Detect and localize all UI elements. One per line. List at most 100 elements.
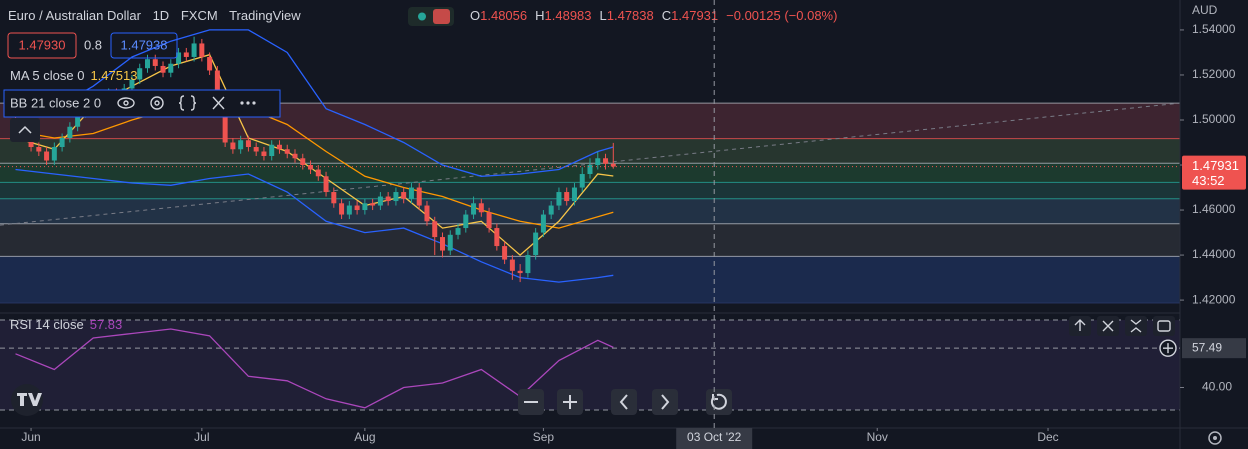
- candle-body: [36, 147, 42, 152]
- x-tick-label: Sep: [533, 430, 555, 444]
- candle-body: [401, 192, 407, 199]
- candle-body: [292, 153, 298, 159]
- candle-body: [509, 259, 515, 271]
- candle-body: [610, 163, 616, 167]
- candle-body: [339, 203, 345, 215]
- add-icon: [1163, 343, 1173, 354]
- status-dot: [418, 12, 426, 21]
- candle-body: [424, 205, 430, 222]
- candle-body: [447, 234, 453, 251]
- more-icon[interactable]: [240, 101, 256, 105]
- settings-icon[interactable]: [1208, 431, 1222, 445]
- candle-body: [346, 205, 352, 215]
- candle-body: [548, 205, 554, 215]
- countdown: 43:52: [1192, 173, 1225, 188]
- y-tick-label: 1.42000: [1192, 292, 1236, 306]
- candle-body: [75, 113, 81, 127]
- y-tick-label: 1.54000: [1192, 22, 1236, 36]
- ohlc-legend: O1.48056 H1.48983 L1.47838 C1.47931 −0.00125…: [470, 8, 837, 23]
- candle-body: [207, 56, 213, 71]
- candle-body: [168, 63, 174, 73]
- zone: [0, 223, 1180, 257]
- ohlc-value: 1.47838: [607, 8, 654, 23]
- ohlc-letter: L: [600, 8, 607, 23]
- candle-body: [595, 158, 601, 166]
- tv-logo: [11, 384, 43, 416]
- candle-body: [269, 144, 275, 157]
- header-legend: Euro / Australian Dollar 1D FXCM Trading…: [8, 8, 301, 23]
- ma-legend: MA 5 close 0 1.47513: [10, 68, 137, 83]
- zoom-controls[interactable]: [518, 389, 732, 415]
- candle-body: [571, 187, 577, 202]
- candle-body: [308, 165, 314, 170]
- candle-body: [152, 59, 158, 66]
- candle-body: [432, 221, 438, 238]
- ohlc-value: 1.48983: [545, 8, 592, 23]
- rsi-name: RSI 14 close: [10, 317, 84, 332]
- crosshair-y-tag: [1182, 338, 1246, 359]
- candle-body: [276, 144, 282, 150]
- y-tick-label: 1.50000: [1192, 112, 1236, 126]
- candle-body: [362, 203, 368, 211]
- candle-body: [377, 196, 383, 206]
- candle-body: [300, 158, 306, 166]
- candle-body: [145, 59, 150, 69]
- platform: TradingView: [229, 8, 301, 23]
- rsi-legend: RSI 14 close 57.83: [10, 317, 122, 332]
- zone: [0, 198, 1180, 224]
- last-price: 1.47931: [1192, 158, 1239, 173]
- candle-body: [408, 187, 414, 199]
- candle-body: [533, 232, 539, 256]
- overlay-line: [15, 29, 614, 177]
- candle-body: [183, 52, 189, 57]
- candle-body: [455, 228, 461, 235]
- bb-name: BB 21 close 2 0: [10, 95, 101, 110]
- last-price-tag: [1182, 155, 1246, 190]
- candle-body: [517, 270, 523, 274]
- candle-body: [137, 68, 143, 80]
- x-tick-label: Jun: [21, 430, 40, 444]
- interval: 1D: [153, 8, 170, 23]
- collapse-icon: [18, 125, 32, 134]
- currency: AUD: [1192, 3, 1218, 17]
- candle-body: [440, 237, 445, 251]
- overlay-line: [15, 168, 614, 283]
- candle-body: [478, 203, 484, 213]
- candle-body: [556, 192, 562, 206]
- candle-body: [587, 165, 593, 175]
- rsi-line: [15, 328, 614, 409]
- sell-button[interactable]: [7, 32, 77, 59]
- candle-body: [176, 52, 182, 64]
- collapse-button[interactable]: [10, 118, 40, 142]
- y-tick-label: 40.00: [1202, 380, 1232, 394]
- buy-button[interactable]: [110, 32, 178, 59]
- candle-body: [540, 214, 546, 233]
- candle-body: [253, 147, 259, 152]
- buy-price: 1.47938: [121, 37, 168, 52]
- y-tick-label: 1.46000: [1192, 202, 1236, 216]
- bb-legend-box[interactable]: [3, 89, 281, 118]
- candle-body: [59, 138, 65, 148]
- legend-icons[interactable]: [117, 95, 225, 111]
- x-tick-label: Jul: [194, 430, 209, 444]
- candle-body: [245, 140, 251, 148]
- candle-body: [323, 176, 329, 193]
- rsi-value: 57.83: [90, 317, 123, 332]
- ohlc-change: −0.00125 (−0.08%): [726, 8, 837, 23]
- candle-body: [525, 255, 531, 274]
- ohlc-letter: C: [662, 8, 671, 23]
- rsi-band: [0, 320, 1180, 411]
- crosshair-x-label: 03 Oct '22: [687, 430, 742, 444]
- ohlc-value: 1.48056: [480, 8, 527, 23]
- source: FXCM: [181, 8, 218, 23]
- x-tick-label: Aug: [354, 430, 375, 444]
- candle-body: [370, 203, 376, 206]
- zone: [0, 256, 1180, 304]
- sell-price: 1.47930: [19, 37, 66, 52]
- candle-body: [393, 192, 399, 202]
- ohlc-letter: O: [470, 8, 480, 23]
- candle-body: [354, 205, 360, 211]
- pane-toolbar[interactable]: [1069, 316, 1175, 336]
- candle-body: [222, 108, 228, 143]
